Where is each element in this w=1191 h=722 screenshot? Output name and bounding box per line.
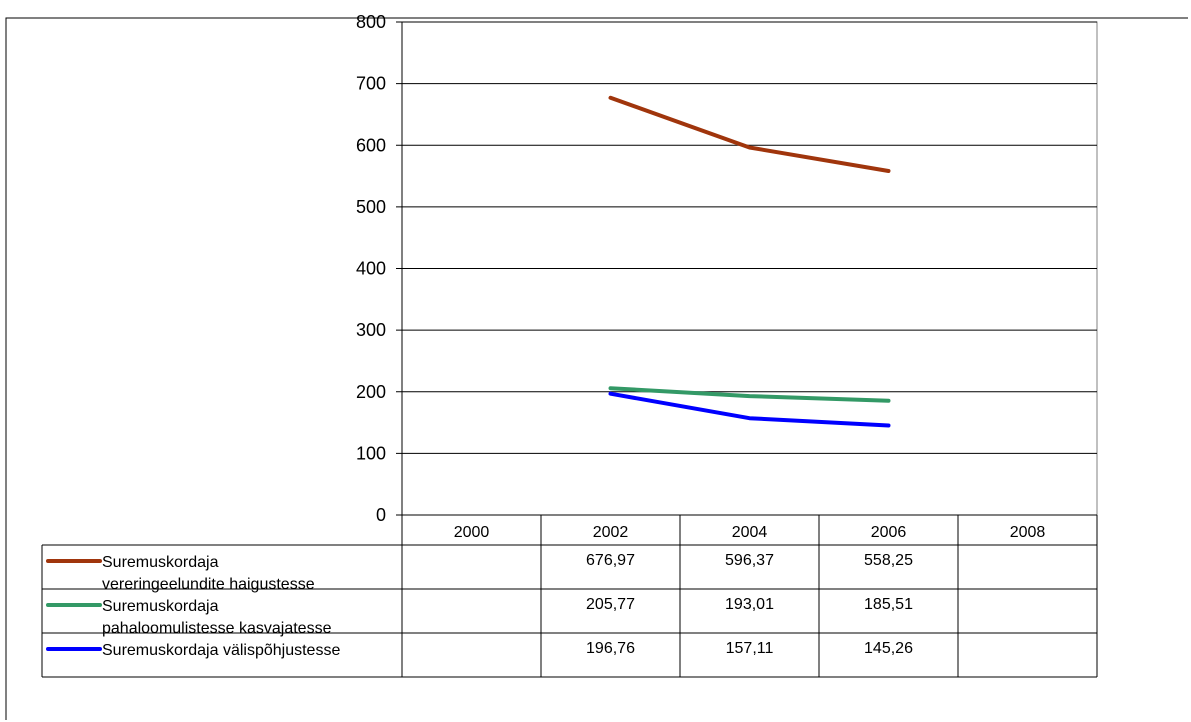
x-category-label: 2008 bbox=[1010, 524, 1046, 541]
legend-label: Suremuskordaja välispõhjustesse bbox=[102, 642, 340, 659]
series-line bbox=[608, 386, 891, 403]
legend-label: Suremuskordaja bbox=[102, 554, 219, 571]
x-category-label: 2006 bbox=[871, 524, 907, 541]
y-tick-label: 700 bbox=[356, 74, 386, 94]
x-category-label: 2002 bbox=[593, 524, 629, 541]
y-tick-label: 500 bbox=[356, 197, 386, 217]
data-table-cell: 193,01 bbox=[725, 596, 774, 613]
data-table-cell: 205,77 bbox=[586, 596, 635, 613]
y-tick-label: 0 bbox=[376, 505, 386, 525]
x-category-label: 2000 bbox=[454, 524, 490, 541]
y-tick-label: 200 bbox=[356, 382, 386, 402]
y-tick-label: 800 bbox=[356, 12, 386, 32]
data-table-cell: 558,25 bbox=[864, 552, 913, 569]
series-line bbox=[608, 95, 891, 173]
data-table-cell: 596,37 bbox=[725, 552, 774, 569]
y-tick-label: 300 bbox=[356, 320, 386, 340]
legend-label: pahaloomulistesse kasvajatesse bbox=[102, 620, 332, 637]
data-table-cell: 185,51 bbox=[864, 596, 913, 613]
legend-label: Suremuskordaja bbox=[102, 598, 219, 615]
data-table-cell: 196,76 bbox=[586, 640, 635, 657]
series-lines bbox=[608, 95, 891, 428]
y-tick-label: 100 bbox=[356, 443, 386, 463]
series-line bbox=[608, 391, 891, 428]
data-table-cell: 676,97 bbox=[586, 552, 635, 569]
y-tick-label: 400 bbox=[356, 259, 386, 279]
data-table-cell: 145,26 bbox=[864, 640, 913, 657]
data-table: 2000 2002 2004 2006 2008 Suremuskordaja vereri… bbox=[41, 514, 1098, 678]
data-table-cell: 157,11 bbox=[726, 640, 774, 657]
x-category-label: 2004 bbox=[732, 524, 768, 541]
gridlines bbox=[402, 21, 1097, 516]
chart-outer-border bbox=[5, 17, 1188, 720]
y-axis-ticks: 0 100 200 300 400 500 600 700 800 bbox=[356, 12, 402, 525]
y-tick-label: 600 bbox=[356, 135, 386, 155]
legend-label: vereringeelundite haigustesse bbox=[102, 576, 315, 593]
